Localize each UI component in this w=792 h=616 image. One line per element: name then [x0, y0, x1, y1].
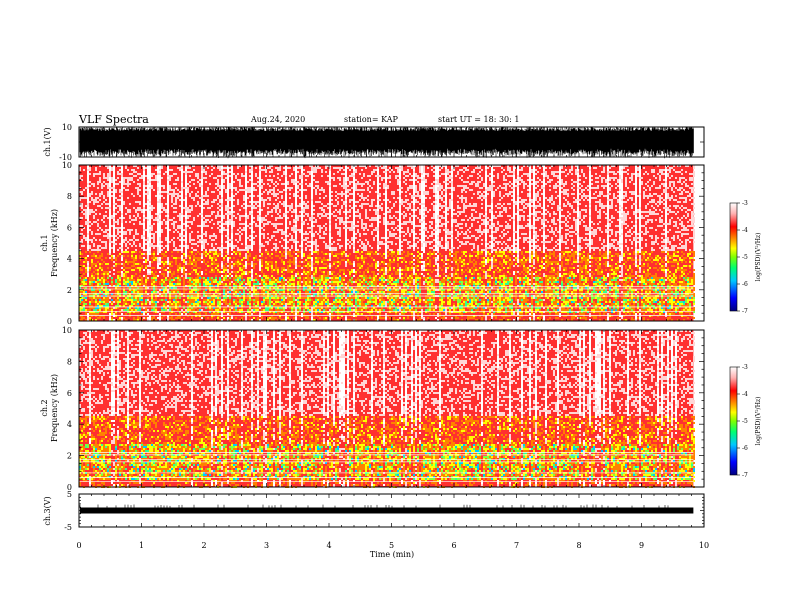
ch2-spectrogram-ylabel-frequency: Frequency (kHz): [50, 374, 59, 442]
spectrogram-cells: [79, 251, 695, 321]
colorbar-tick-label: -3: [742, 200, 748, 207]
time-xlabel: Time (min): [370, 550, 414, 559]
x-tick-label: 1: [139, 541, 144, 550]
colorbar-tick-label: -4: [742, 227, 748, 234]
ch3-waveform-ticks: [78, 493, 705, 528]
figure-title: VLF Spectra: [78, 113, 149, 126]
header-station: station= KAP: [344, 115, 399, 124]
ch1-waveform-panel: 10 -10 ch.1(V): [43, 123, 705, 162]
x-tick-label: 9: [639, 541, 644, 550]
spectrogram-cells: [79, 277, 693, 313]
x-tick-label: 5: [389, 541, 394, 550]
spectrogram-cells: [89, 330, 677, 488]
ch2-spectrogram-ticks: [78, 329, 705, 488]
ch2-colorbar-gradient: [729, 366, 738, 476]
header-date: Aug.24, 2020: [250, 115, 305, 124]
ch1-spectrogram-ticks: [78, 164, 705, 322]
y-tick-label: 4: [67, 420, 72, 429]
ch1-spectrogram-heatmap: [79, 165, 695, 321]
y-tick-label: 6: [67, 223, 72, 232]
time-xtick-labels: 0 1 2 3 4 5 6 7 8 9 10: [76, 541, 709, 550]
ch2-colorbar-label: log(PSD)(V²/Hz): [755, 397, 762, 446]
ch1-spectrogram-panel: 0 2 4 6 8 10 ch.1 Frequency (kHz): [40, 161, 705, 326]
ch1-spectrogram-ytick-labels: 0 2 4 6 8 10: [62, 161, 72, 326]
ch3-waveform-ylabel: ch.3(V): [43, 496, 52, 525]
colorbar-tick-label: -6: [742, 445, 748, 452]
ch1-colorbar-gradient: [729, 202, 738, 312]
ch1-waveform-line: [79, 127, 694, 159]
y-tick-label: 2: [67, 452, 72, 461]
x-tick-label: 7: [514, 541, 519, 550]
ch3-waveform-band: [80, 507, 694, 514]
ch3-waveform-trace: [79, 504, 694, 514]
ch3-waveform-spikes: [79, 504, 669, 508]
ch1-spectrogram-ylabel-channel: ch.1: [40, 234, 49, 251]
y-tick-label: 8: [67, 357, 72, 366]
y-tick-label: 10: [62, 161, 72, 170]
spectrogram-cells: [87, 165, 667, 321]
colorbar-tick-label: -7: [742, 472, 748, 479]
ch2-colorbar: -3 -4 -5 -6 -7 log(PSD)(V²/Hz): [729, 364, 762, 479]
ch1-waveform-ticks: [78, 126, 705, 158]
x-tick-label: 3: [264, 541, 269, 550]
ch2-spectrogram-panel: 0 2 4 6 8 10 ch.2 Frequency (kHz): [40, 326, 705, 492]
ch1-colorbar-label: log(PSD)(V²/Hz): [755, 233, 762, 282]
ch1-colorbar-ticks: -3 -4 -5 -6 -7: [737, 200, 748, 315]
colorbar-tick-label: -5: [742, 418, 748, 425]
ch3-ytick-bottom: -5: [64, 523, 72, 532]
ch1-ytick-top: 10: [62, 123, 72, 132]
ch2-spectrogram-ytick-labels: 0 2 4 6 8 10: [62, 326, 72, 492]
colorbar-tick-label: -4: [742, 391, 748, 398]
ch1-waveform-ylabel: ch.1(V): [43, 127, 52, 156]
spectrogram-cells: [79, 330, 695, 488]
spectrogram-cells: [79, 444, 693, 480]
y-tick-label: 10: [62, 326, 72, 335]
ch2-spectrogram-heatmap: [79, 330, 695, 488]
x-tick-label: 0: [76, 541, 81, 550]
colorbar-tick-label: -7: [742, 308, 748, 315]
y-tick-label: 4: [67, 255, 72, 264]
header-start-time: start UT = 18: 30: 1: [438, 115, 519, 124]
ch1-spectrogram-ylabel-frequency: Frequency (kHz): [50, 209, 59, 277]
spectrogram-cells: [79, 277, 695, 313]
colorbar-tick-label: -3: [742, 364, 748, 371]
colorbar-tick-label: -5: [742, 254, 748, 261]
x-tick-label: 4: [326, 541, 331, 550]
colorbar-tick-label: -6: [742, 281, 748, 288]
x-tick-label: 6: [451, 541, 456, 550]
ch3-ytick-top: 5: [67, 490, 72, 499]
y-tick-label: 8: [67, 192, 72, 201]
y-tick-label: 0: [67, 483, 72, 492]
ch2-spectrogram-ylabel-channel: ch.2: [40, 399, 49, 416]
x-tick-label: 8: [576, 541, 581, 550]
ch1-ytick-bottom: -10: [59, 153, 72, 162]
ch1-waveform-trace: [79, 127, 694, 159]
y-tick-label: 2: [67, 286, 72, 295]
ch2-colorbar-ticks: -3 -4 -5 -6 -7: [737, 364, 748, 479]
x-tick-label: 2: [201, 541, 206, 550]
y-tick-label: 6: [67, 389, 72, 398]
ch3-waveform-panel: 5 -5 ch.3(V) 0 1 2 3 4 5 6 7 8 9 10 Time (min): [43, 490, 709, 559]
x-tick-label: 10: [699, 541, 709, 550]
ch1-colorbar: -3 -4 -5 -6 -7 log(PSD)(V²/Hz): [729, 200, 762, 315]
y-tick-label: 0: [67, 317, 72, 326]
